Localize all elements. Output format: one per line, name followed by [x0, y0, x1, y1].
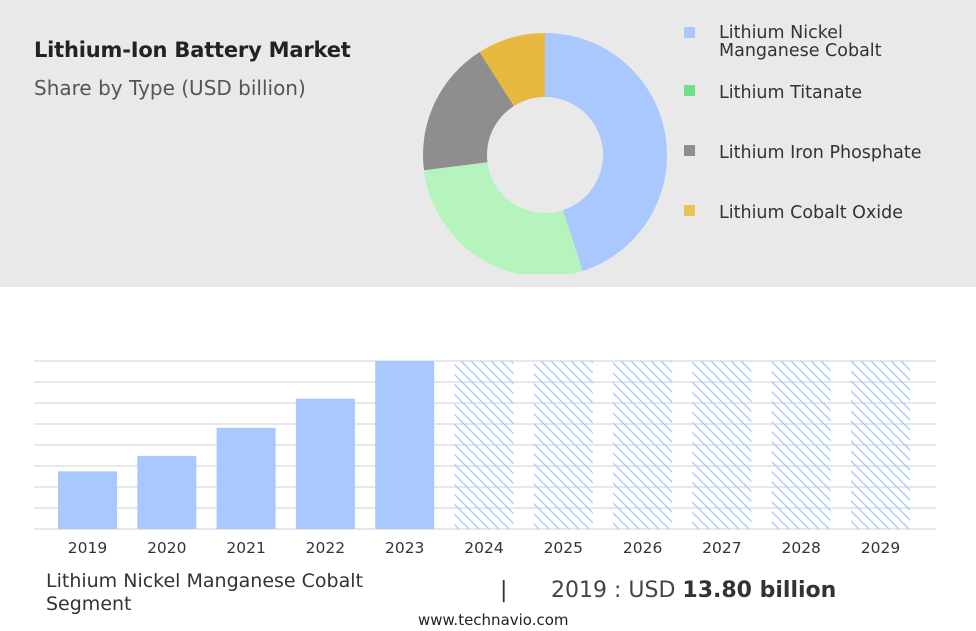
bar-2022 [295, 398, 355, 529]
source-url[interactable]: www.technavio.com [418, 611, 569, 629]
x-tick-label: 2027 [702, 539, 741, 557]
x-tick-label: 2020 [147, 539, 186, 557]
segment-stat: 2019 : USD 13.80 billion [551, 578, 836, 603]
stat-value: 13.80 billion [682, 578, 837, 603]
donut-slice-0 [545, 33, 667, 272]
legend-swatch [684, 27, 695, 38]
legend-label: Lithium Titanate [719, 83, 863, 103]
forecast-bar-2025 [533, 361, 593, 529]
legend-label: Lithium Iron Phosphate [719, 143, 922, 163]
x-tick-label: 2021 [226, 539, 265, 557]
forecast-bar-2024 [454, 361, 514, 529]
x-tick-label: 2025 [544, 539, 583, 557]
x-tick-label: 2019 [68, 539, 107, 557]
donut-slice-3 [479, 33, 545, 107]
bar-2019 [58, 471, 117, 529]
x-tick-label: 2023 [385, 539, 424, 557]
chart-subtitle: Share by Type (USD billion) [34, 76, 306, 100]
bar-2021 [216, 427, 276, 529]
x-tick-label: 2022 [306, 539, 345, 557]
donut-clip [0, 274, 976, 287]
forecast-bar-2029 [851, 361, 910, 529]
separator: | [500, 578, 508, 603]
chart-title: Lithium-Ion Battery Market [34, 38, 351, 62]
legend-label: Lithium Nickel Manganese Cobalt [719, 23, 882, 61]
donut-chart [0, 33, 976, 287]
forecast-bar-2028 [771, 361, 831, 529]
x-tick-label: 2028 [781, 539, 820, 557]
forecast-bar-2026 [613, 361, 673, 529]
legend-swatch [684, 145, 695, 156]
forecast-bar-2027 [692, 361, 752, 529]
legend-swatch [684, 85, 695, 96]
legend-swatch [684, 205, 695, 216]
x-tick-label: 2026 [623, 539, 662, 557]
bar-2023 [375, 361, 435, 529]
donut-slice-1 [423, 162, 583, 277]
stat-prefix: 2019 : USD [551, 578, 683, 603]
x-tick-label: 2024 [464, 539, 503, 557]
x-tick-label: 2029 [861, 539, 900, 557]
donut-slice-2 [423, 51, 514, 171]
legend-label: Lithium Cobalt Oxide [719, 203, 904, 223]
bar-2020 [137, 455, 197, 529]
segment-label: Lithium Nickel Manganese Cobalt Segment [46, 570, 363, 615]
